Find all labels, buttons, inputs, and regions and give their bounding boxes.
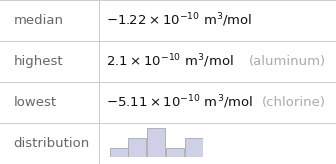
Text: distribution: distribution [13, 137, 90, 150]
Bar [147, 128, 165, 157]
Text: $-5.11\times10^{-10}$ m$^3$/mol: $-5.11\times10^{-10}$ m$^3$/mol [106, 94, 253, 111]
Text: highest: highest [13, 55, 63, 68]
Text: median: median [13, 14, 64, 27]
Bar [185, 138, 203, 157]
Bar [166, 148, 184, 157]
Bar [110, 148, 128, 157]
Text: $2.1\times10^{-10}$ m$^3$/mol: $2.1\times10^{-10}$ m$^3$/mol [106, 53, 234, 70]
Text: (aluminum): (aluminum) [249, 55, 326, 68]
Text: (chlorine): (chlorine) [262, 96, 326, 109]
Bar [128, 138, 146, 157]
Text: $-1.22\times10^{-10}$ m$^3$/mol: $-1.22\times10^{-10}$ m$^3$/mol [106, 12, 252, 29]
Text: lowest: lowest [13, 96, 56, 109]
